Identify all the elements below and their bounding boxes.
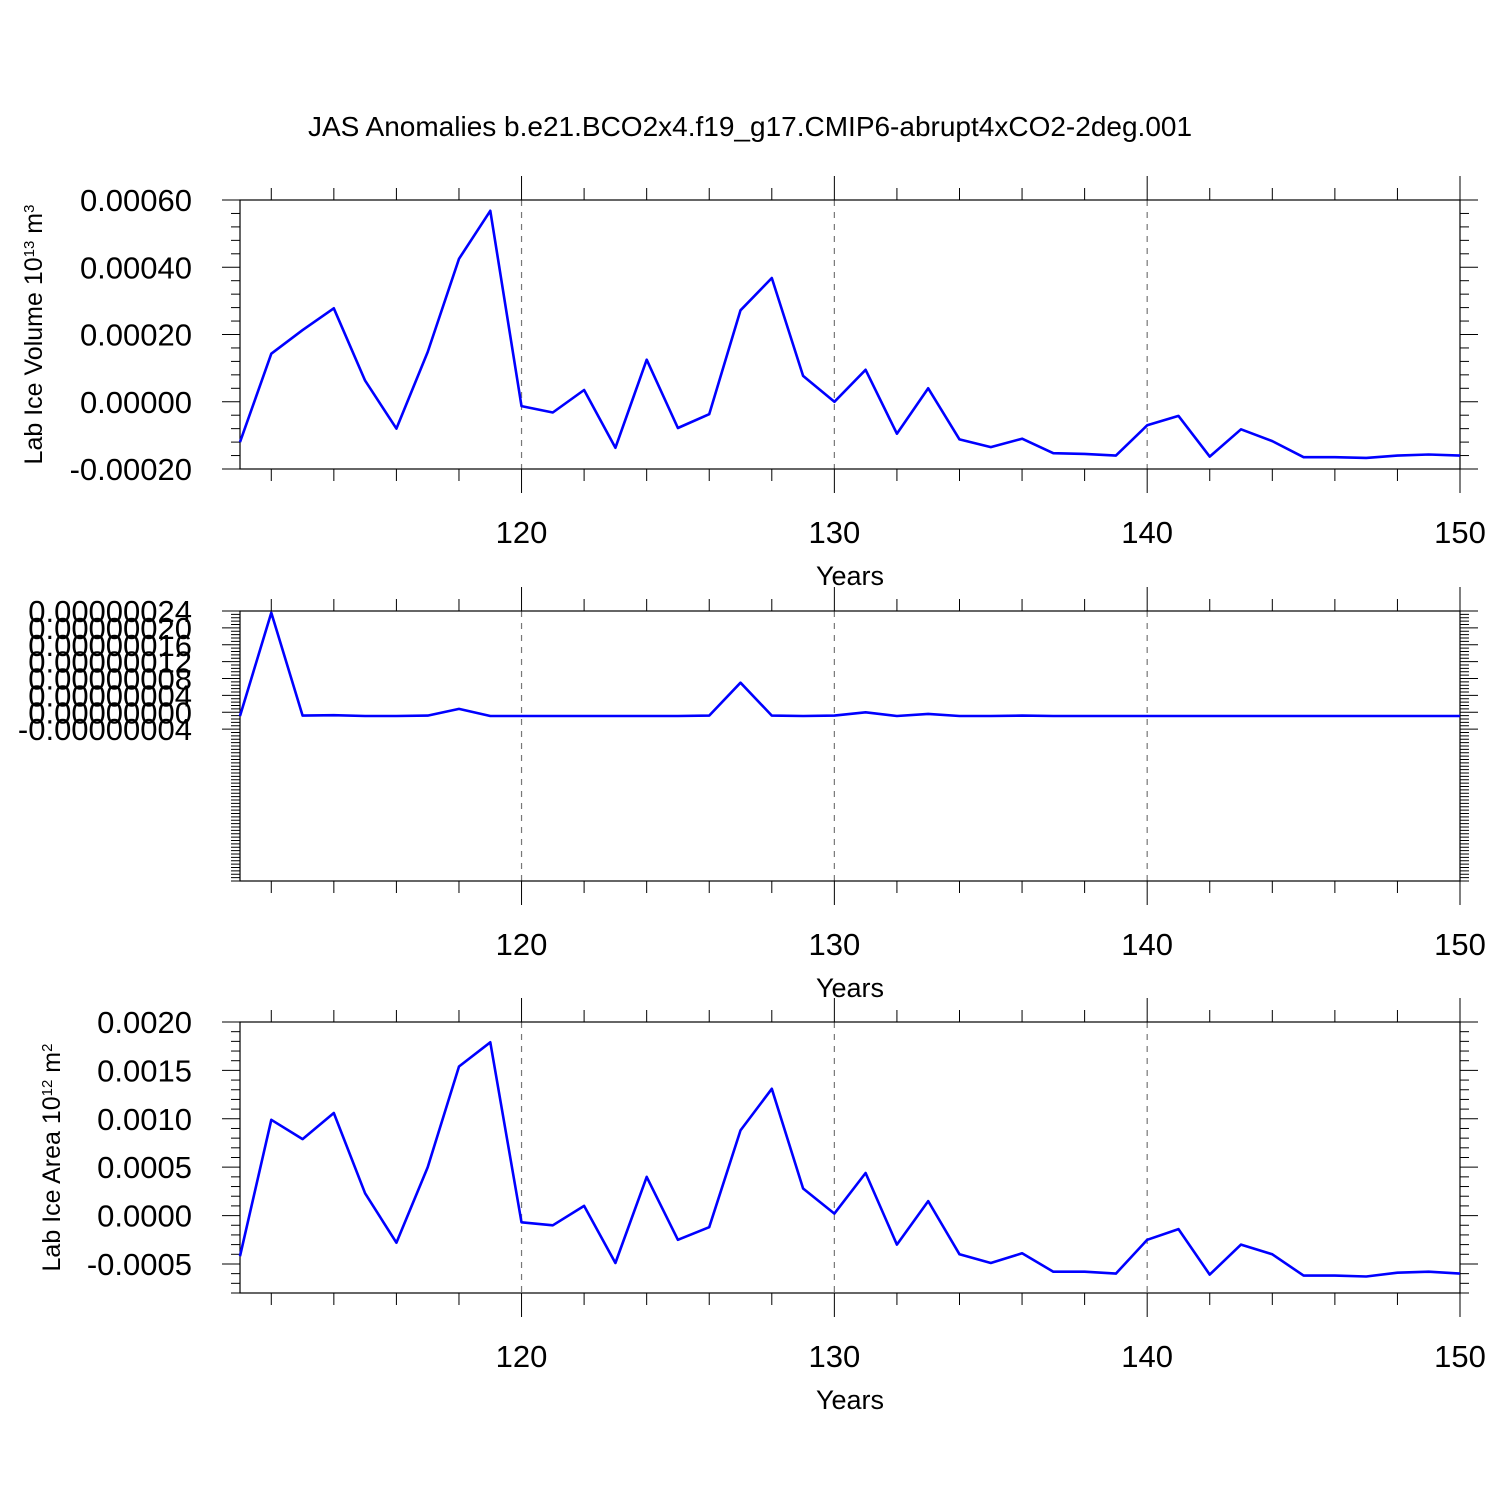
x-axis-label: Years <box>816 1385 884 1415</box>
x-tick-label: 120 <box>496 1339 548 1374</box>
y-tick-label: 0.00040 <box>80 250 192 285</box>
x-axis-label: Years <box>816 973 884 1003</box>
x-tick-label: 130 <box>808 515 860 550</box>
chart-title: JAS Anomalies b.e21.BCO2x4.f19_g17.CMIP6… <box>308 111 1192 142</box>
chart-panels: 120 130 140 150 Years -0.00020 0.00000 0.00020 0… <box>18 176 1486 1415</box>
x-tick-label: 150 <box>1434 927 1486 962</box>
panel-1: 120 130 140 150 Years -0.00020 0.00000 0.00020 0… <box>20 176 1486 591</box>
x-tick-label: 140 <box>1121 515 1173 550</box>
plot-frame <box>239 199 1461 470</box>
y-tick-label: 0.00000008 <box>28 662 192 697</box>
plot-frame <box>239 1021 1461 1294</box>
y-tick-label: 0.00000012 <box>28 645 192 680</box>
x-tick-label: 120 <box>496 515 548 550</box>
y-axis-label: Lab Ice Area 1012 m2 <box>38 1044 66 1272</box>
panel-2: 120 130 140 150Years-0.000000040.000000000.… <box>18 587 1486 1003</box>
x-tick-label: 150 <box>1434 1339 1486 1374</box>
y-tick-label: 0.0000 <box>97 1199 192 1234</box>
x-tick-label: 140 <box>1121 927 1173 962</box>
y-tick-label: 0.00000016 <box>28 628 192 663</box>
x-tick-label: 120 <box>496 927 548 962</box>
y-tick-label: 0.00020 <box>80 318 192 353</box>
y-tick-label: 0.00000024 <box>28 594 192 629</box>
x-tick-label: 130 <box>808 927 860 962</box>
x-tick-label: 130 <box>808 1339 860 1374</box>
y-tick-label: 0.00000000 <box>28 695 192 730</box>
x-tick-label: 140 <box>1121 1339 1173 1374</box>
y-tick-label: 0.00060 <box>80 183 192 218</box>
series-line-1 <box>238 611 1460 718</box>
plot-frame <box>239 610 1461 882</box>
series-line-1 <box>238 1041 1461 1278</box>
series-line-1 <box>238 209 1461 460</box>
y-tick-label: -0.00020 <box>70 452 192 487</box>
panel-3: 120 130 140 150 Years -0.0005 0.0000 0.0005 0.00… <box>38 998 1486 1415</box>
y-tick-label: -0.0005 <box>87 1247 192 1282</box>
y-tick-label: -0.00000004 <box>18 712 192 747</box>
x-axis-label: Years <box>816 561 884 591</box>
y-tick-label: 0.00000020 <box>28 611 192 646</box>
y-axis-label: Lab Ice Volume 1013 m3 <box>20 205 48 465</box>
y-tick-label: 0.0020 <box>97 1005 192 1040</box>
y-tick-label: 0.00000 <box>80 385 192 420</box>
y-tick-label: 0.0015 <box>97 1053 192 1088</box>
x-tick-label: 150 <box>1434 515 1486 550</box>
y-tick-label: 0.00000004 <box>28 678 192 713</box>
y-tick-label: 0.0010 <box>97 1102 192 1137</box>
y-tick-label: 0.0005 <box>97 1150 192 1185</box>
